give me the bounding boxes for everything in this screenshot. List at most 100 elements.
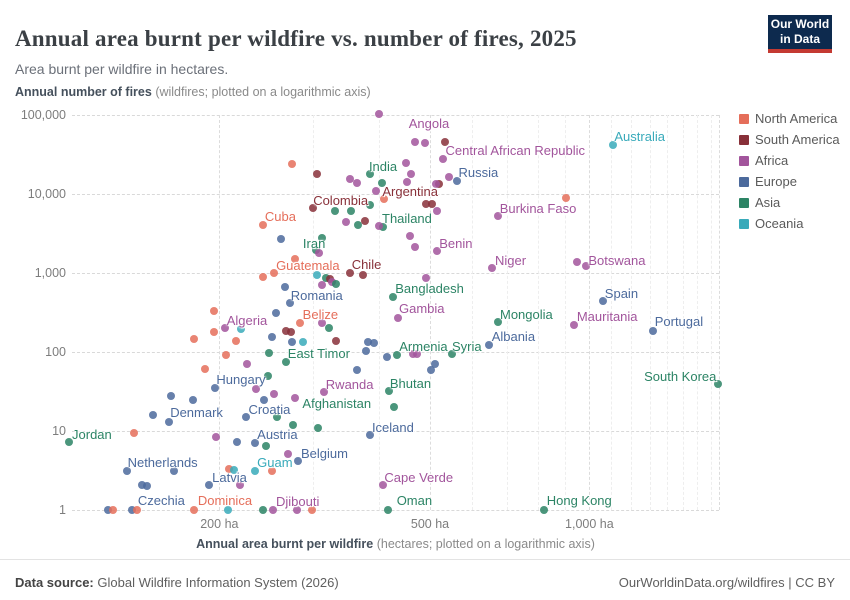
data-point-belize[interactable] xyxy=(295,318,304,327)
data-point[interactable] xyxy=(358,270,367,279)
data-point-niger[interactable] xyxy=(488,263,497,272)
legend-item-north-america[interactable]: North America xyxy=(739,111,840,126)
data-point[interactable] xyxy=(370,339,379,348)
data-point[interactable] xyxy=(149,410,158,419)
country-label-portugal[interactable]: Portugal xyxy=(654,313,704,329)
data-point[interactable] xyxy=(225,465,234,474)
data-point[interactable] xyxy=(280,283,289,292)
legend-item-africa[interactable]: Africa xyxy=(739,153,840,168)
data-point[interactable] xyxy=(188,395,197,404)
data-point-india[interactable] xyxy=(365,170,374,179)
country-label-algeria[interactable]: Algeria xyxy=(226,312,268,328)
country-label-spain[interactable]: Spain xyxy=(604,285,639,301)
data-point-djibouti[interactable] xyxy=(269,506,278,514)
country-label-dominica[interactable]: Dominica xyxy=(197,493,253,509)
data-point[interactable] xyxy=(432,179,441,188)
data-point[interactable] xyxy=(267,332,276,341)
data-point[interactable] xyxy=(284,450,293,459)
data-point[interactable] xyxy=(313,170,322,179)
country-label-oman[interactable]: Oman xyxy=(396,493,433,509)
data-point-czechia[interactable] xyxy=(128,506,137,514)
data-point[interactable] xyxy=(264,348,273,357)
data-point[interactable] xyxy=(224,506,233,514)
data-point-mauritania[interactable] xyxy=(570,320,579,329)
country-label-austria[interactable]: Austria xyxy=(257,426,298,442)
data-point[interactable] xyxy=(410,138,419,147)
data-point[interactable] xyxy=(299,338,308,347)
data-point[interactable] xyxy=(354,221,363,229)
data-point-latvia[interactable] xyxy=(204,480,213,489)
country-label-iran[interactable]: Iran xyxy=(302,235,326,251)
data-point-botswana[interactable] xyxy=(573,258,582,267)
data-point[interactable] xyxy=(237,325,246,334)
data-point[interactable] xyxy=(422,200,431,209)
country-label-angola[interactable]: Angola xyxy=(408,115,450,131)
data-point-iceland[interactable] xyxy=(365,430,374,439)
data-point[interactable] xyxy=(138,480,147,489)
data-point-guatemala[interactable] xyxy=(291,255,300,264)
data-point-central-african-republic[interactable] xyxy=(438,155,447,164)
data-point[interactable] xyxy=(324,324,333,333)
data-point-burkina-faso[interactable] xyxy=(494,212,502,221)
country-label-netherlands[interactable]: Netherlands xyxy=(127,454,198,470)
country-label-cuba[interactable]: Cuba xyxy=(264,209,296,225)
data-point[interactable] xyxy=(315,249,324,258)
data-point[interactable] xyxy=(291,394,300,403)
data-point[interactable] xyxy=(313,271,322,280)
data-point[interactable] xyxy=(364,337,373,346)
data-point[interactable] xyxy=(166,391,175,400)
data-point[interactable] xyxy=(317,280,326,289)
data-point[interactable] xyxy=(420,139,429,148)
data-point[interactable] xyxy=(143,482,151,491)
country-label-australia[interactable]: Australia xyxy=(614,129,665,145)
data-point[interactable] xyxy=(259,272,268,281)
data-point[interactable] xyxy=(405,231,414,240)
data-point[interactable] xyxy=(361,216,370,225)
data-point[interactable] xyxy=(313,423,322,432)
footer-license[interactable]: OurWorldinData.org/wildfires | CC BY xyxy=(618,575,835,590)
data-point[interactable] xyxy=(401,158,410,167)
country-label-guatemala[interactable]: Guatemala xyxy=(276,258,340,274)
data-point-oman[interactable] xyxy=(384,506,393,514)
data-point[interactable] xyxy=(272,308,281,317)
country-label-niger[interactable]: Niger xyxy=(494,253,527,269)
data-point[interactable] xyxy=(286,328,295,337)
data-point[interactable] xyxy=(287,159,296,168)
data-point-hungary[interactable] xyxy=(210,384,219,393)
country-label-djibouti[interactable]: Djibouti xyxy=(276,493,320,509)
data-point-gambia[interactable] xyxy=(394,313,403,322)
data-point[interactable] xyxy=(331,336,340,345)
data-point[interactable] xyxy=(229,466,238,475)
data-point[interactable] xyxy=(318,318,327,327)
data-point[interactable] xyxy=(330,206,339,215)
data-point[interactable] xyxy=(353,178,362,187)
country-label-india[interactable]: India xyxy=(368,158,398,174)
data-point-jordan[interactable] xyxy=(65,437,74,446)
data-point-colombia[interactable] xyxy=(308,204,317,213)
data-point[interactable] xyxy=(233,438,242,447)
country-label-syria[interactable]: Syria xyxy=(451,339,482,355)
data-point[interactable] xyxy=(103,506,112,514)
data-point[interactable] xyxy=(273,413,282,422)
data-point[interactable] xyxy=(327,278,336,286)
country-label-burkina-faso[interactable]: Burkina Faso xyxy=(499,200,577,216)
country-label-belgium[interactable]: Belgium xyxy=(300,446,348,462)
data-point[interactable] xyxy=(431,360,440,369)
data-point[interactable] xyxy=(109,506,118,514)
country-label-mongolia[interactable]: Mongolia xyxy=(500,307,553,323)
data-point[interactable] xyxy=(402,177,411,186)
data-point[interactable] xyxy=(222,350,231,359)
data-point-spain[interactable] xyxy=(598,297,607,306)
data-point[interactable] xyxy=(441,138,450,147)
country-label-botswana[interactable]: Botswana xyxy=(588,252,646,268)
data-point[interactable] xyxy=(379,194,388,203)
country-label-hungary[interactable]: Hungary xyxy=(216,372,266,388)
data-point[interactable] xyxy=(243,360,252,369)
country-label-central-african-republic[interactable]: Central African Republic xyxy=(445,142,586,158)
data-point-rwanda[interactable] xyxy=(319,388,328,397)
data-point-armenia[interactable] xyxy=(392,350,401,359)
country-label-benin[interactable]: Benin xyxy=(439,235,473,251)
data-point[interactable] xyxy=(252,385,261,393)
data-point-australia[interactable] xyxy=(609,141,618,150)
data-point-portugal[interactable] xyxy=(649,327,658,336)
